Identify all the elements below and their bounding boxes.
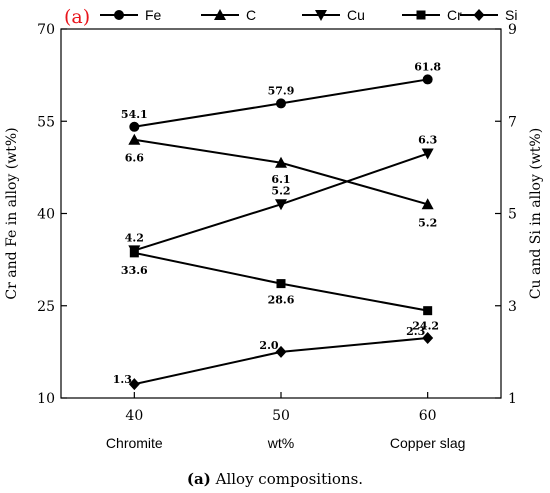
series-markers: [128, 74, 434, 391]
point-fe: [276, 98, 286, 109]
data-label-c: 6.1: [271, 173, 290, 186]
x-axis-label-right: Copper slag: [390, 435, 466, 451]
point-cu: [421, 148, 434, 160]
data-label-si: 2.0: [259, 339, 278, 352]
y-tick-label-left: 25: [37, 299, 55, 315]
panel-tag: (a): [64, 6, 90, 28]
legend-label-cr: Cr: [447, 7, 462, 23]
series-line-si: [134, 337, 428, 386]
y-tick-label-left: 10: [37, 391, 55, 407]
point-si: [128, 378, 140, 391]
y-tick-label-right: 5: [508, 207, 517, 223]
y-axis-title-right: Cu and Si in alloy (wt%): [528, 128, 544, 299]
y-tick-label-left: 55: [37, 114, 55, 130]
point-fe: [129, 121, 140, 132]
data-label-si: 2.3: [406, 325, 425, 338]
y-tick-label-right: 7: [508, 114, 517, 130]
data-label-cu: 6.3: [418, 134, 437, 147]
y-axis-title-left: Cr and Fe in alloy (wt%): [4, 127, 20, 299]
legend-label-si: Si: [505, 7, 517, 23]
data-label-fe: 54.1: [121, 108, 148, 121]
point-cu: [275, 199, 287, 211]
x-tick-label: 50: [272, 408, 290, 424]
y-tick-label-right: 9: [508, 22, 517, 38]
x-tick-label: 60: [419, 408, 437, 424]
point-si: [422, 332, 434, 345]
point-si: [275, 345, 287, 358]
point-c: [128, 133, 141, 145]
data-label-cu: 5.2: [271, 184, 290, 197]
data-label-cr: 33.6: [121, 264, 148, 277]
data-label-fe: 57.9: [268, 84, 295, 97]
data-label-cr: 24.2: [412, 320, 439, 333]
caption-tag: (a): [187, 470, 211, 488]
legend-marker-fe: [114, 10, 124, 20]
legend-marker-cu: [315, 10, 327, 21]
caption-text: Alloy compositions.: [211, 470, 363, 488]
data-label-cr: 28.6: [268, 294, 295, 307]
legend-label-cu: Cu: [347, 7, 365, 23]
figure-caption: (a) Alloy compositions.: [187, 470, 363, 488]
point-cr: [129, 248, 139, 258]
legend-marker-si: [473, 9, 485, 21]
point-c: [421, 198, 434, 210]
point-cr: [276, 279, 286, 289]
data-label-c: 5.2: [418, 216, 437, 229]
point-c: [275, 156, 287, 168]
legend-marker-c: [214, 9, 226, 20]
data-label-si: 1.3: [113, 373, 132, 386]
legend-label-fe: Fe: [145, 7, 162, 23]
data-labels: 54.157.961.86.66.15.24.25.26.333.628.624…: [113, 60, 442, 386]
data-label-c: 6.6: [125, 152, 144, 165]
point-cr: [423, 306, 433, 316]
data-label-fe: 61.8: [414, 60, 441, 73]
y-tick-label-left: 70: [37, 22, 55, 38]
data-label-cu: 4.2: [125, 231, 144, 244]
x-axis-label-left: Chromite: [106, 435, 163, 451]
x-axis-title: wt%: [267, 435, 294, 451]
x-tick-label: 40: [125, 408, 143, 424]
axes: 10 25 40 55 70 1 3 5 7 9 40 50 60: [37, 22, 517, 424]
y-tick-label-left: 40: [37, 207, 55, 223]
legend-marker-cr: [416, 10, 426, 20]
y-tick-label-right: 3: [508, 299, 517, 315]
legend-label-c: C: [246, 7, 256, 23]
series-lines: [134, 78, 428, 386]
point-fe: [422, 74, 433, 85]
legend: Fe C Cu Cr Si: [100, 7, 517, 23]
y-tick-label-right: 1: [508, 391, 517, 407]
